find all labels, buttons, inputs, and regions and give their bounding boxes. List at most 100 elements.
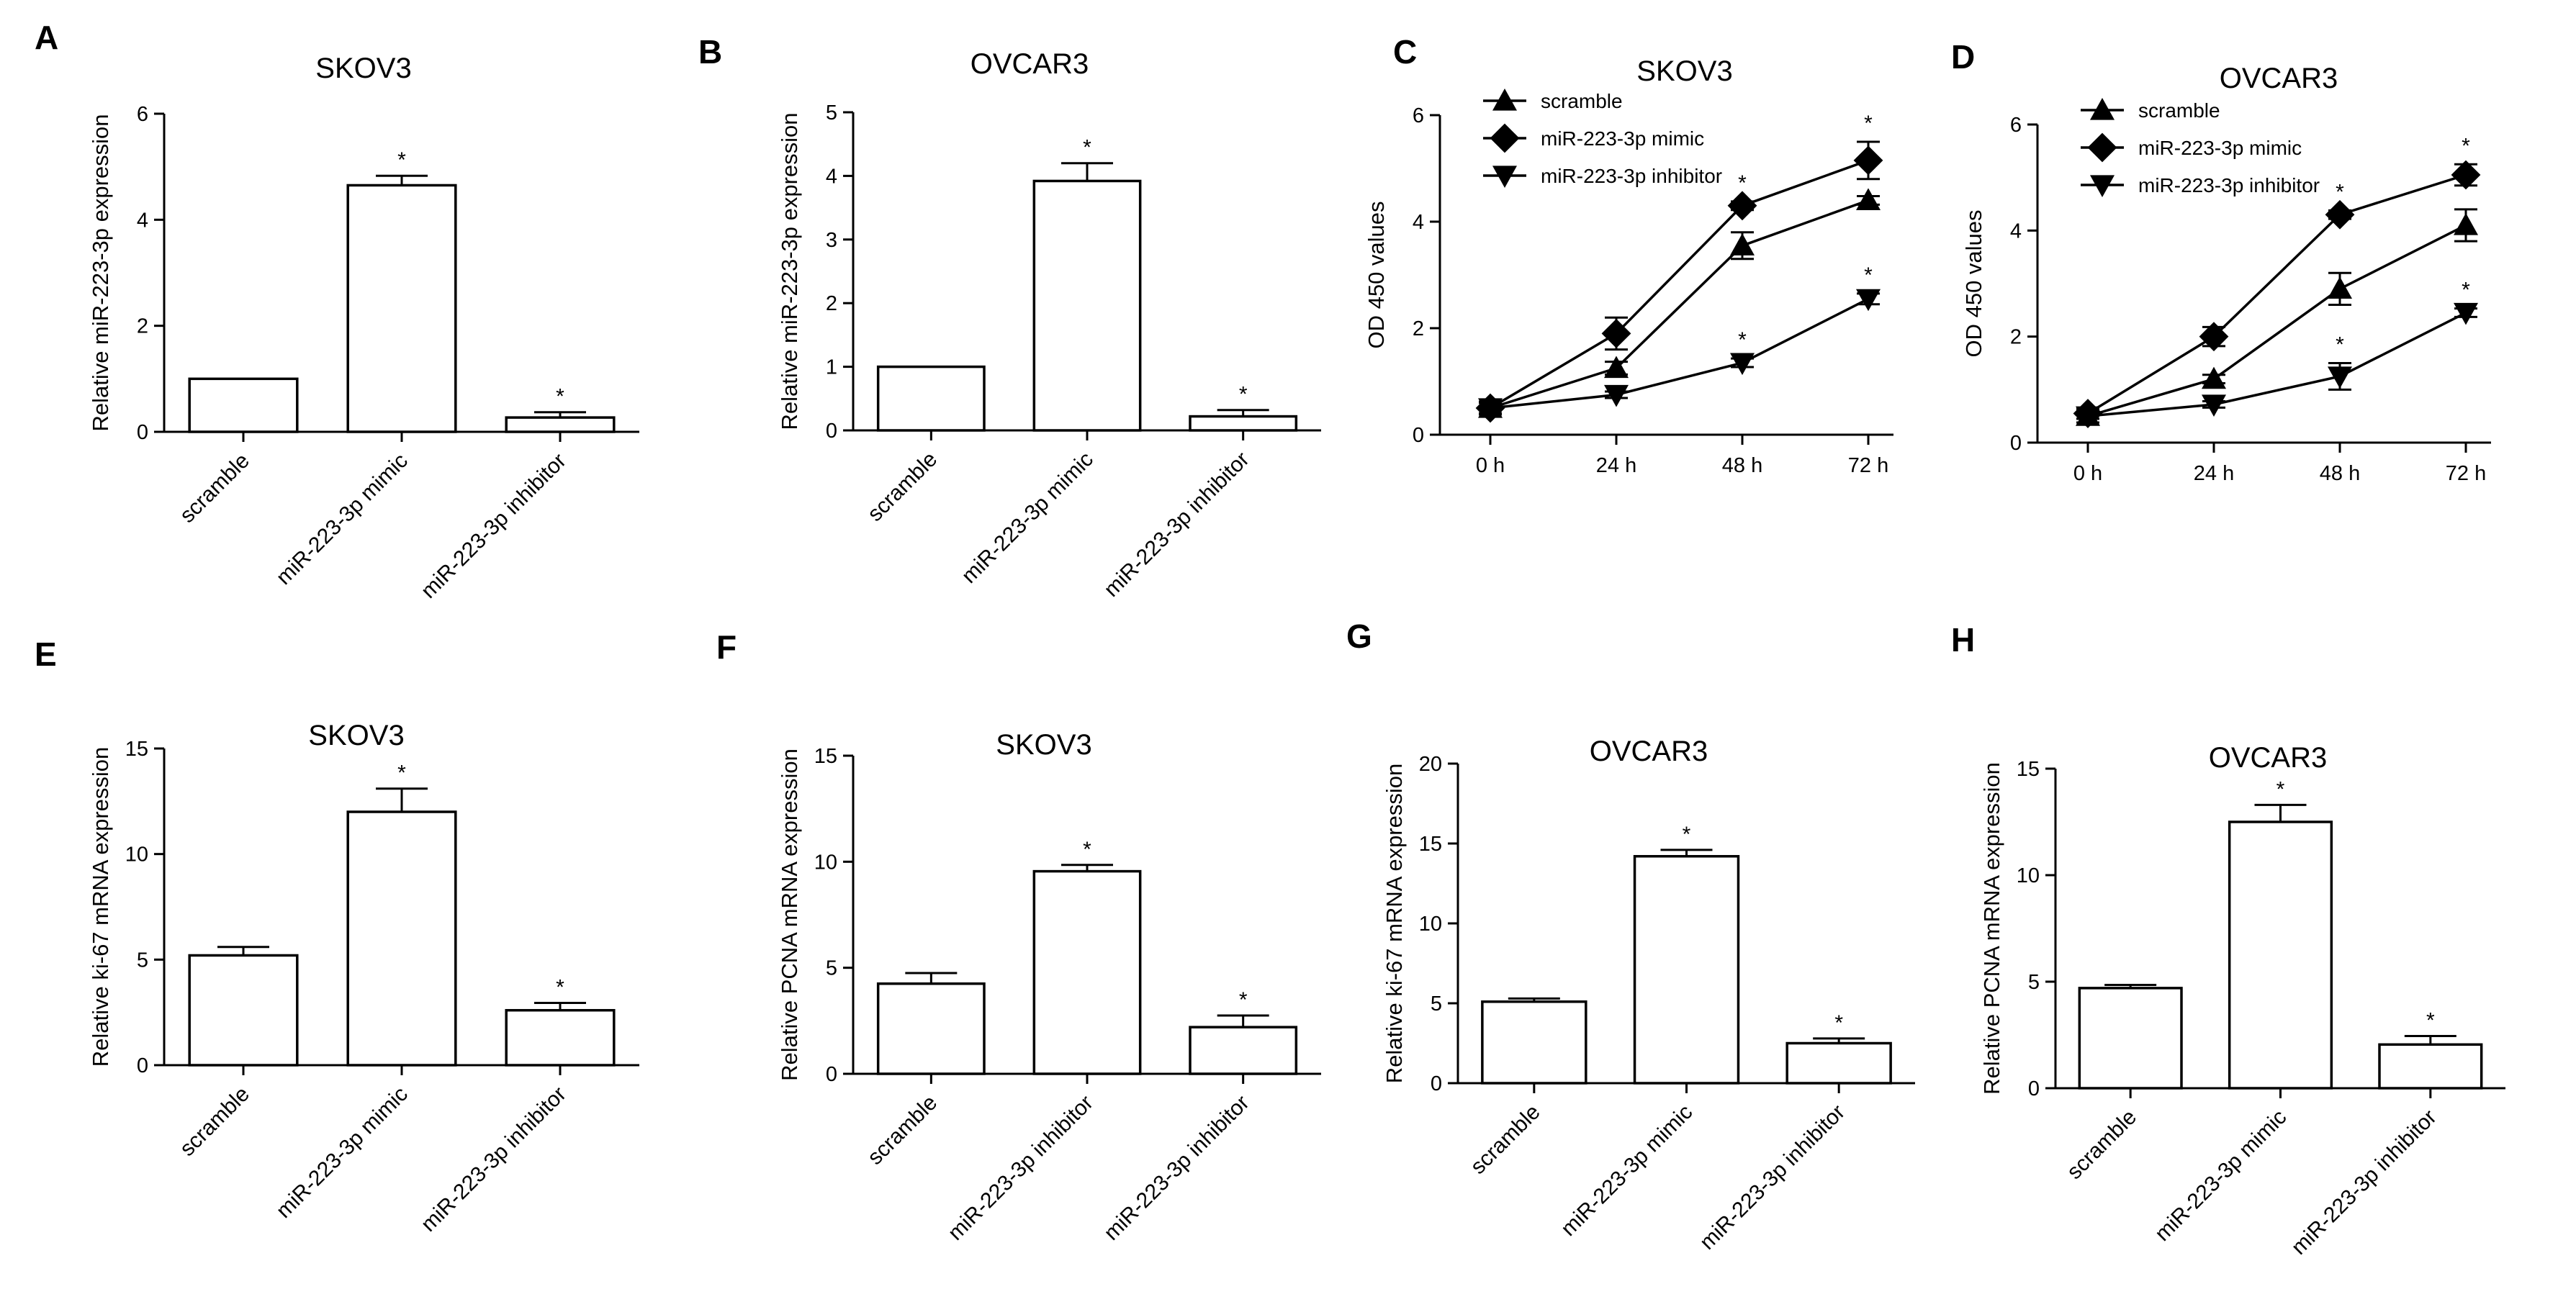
panel-G: G OVCAR3 0 5 10 15 20 Relative ki-67 mRNA expre… bbox=[1346, 618, 1915, 1254]
y-axis-label: Relative PCNA mRNA expression bbox=[1979, 762, 2004, 1095]
significance-star: * bbox=[2336, 333, 2344, 357]
bar bbox=[505, 416, 616, 433]
data-point-triangle-down bbox=[2328, 366, 2352, 389]
y-tick-label: 10 bbox=[125, 843, 148, 867]
panel-E: E SKOV3 0 5 10 15 Relative ki-67 mRNA expressi… bbox=[35, 636, 639, 1236]
y-tick-label: 6 bbox=[1413, 104, 1424, 127]
y-tick-label: 2 bbox=[826, 292, 837, 315]
y-tick-label: 0 bbox=[137, 421, 148, 444]
panel-label: E bbox=[35, 636, 57, 673]
x-tick-label: scramble bbox=[2063, 1105, 2141, 1184]
y-tick-label: 5 bbox=[137, 949, 148, 972]
x-tick-label: miR-223-3p mimic bbox=[272, 449, 413, 589]
x-tick-label: scramble bbox=[176, 449, 254, 528]
significance-star: * bbox=[1864, 112, 1873, 135]
x-tick-label: miR-223-3p inhibitor bbox=[1099, 448, 1253, 602]
y-axis-label: Relative miR-223-3p expression bbox=[777, 112, 802, 430]
significance-star: * bbox=[2276, 777, 2285, 801]
y-tick-label: 15 bbox=[1419, 833, 1442, 856]
x-tick-label: miR-223-3p inhibitor bbox=[944, 1091, 1098, 1245]
data-point-triangle-up bbox=[2328, 276, 2352, 299]
x-tick-label: miR-223-3p inhibitor bbox=[417, 1082, 571, 1236]
y-tick-label: 15 bbox=[2017, 758, 2040, 781]
significance-star: * bbox=[397, 761, 406, 785]
legend-label: scramble bbox=[1541, 90, 1623, 112]
y-tick-label: 4 bbox=[1413, 211, 1424, 234]
x-tick-label: miR-223-3p inhibitor bbox=[1099, 1091, 1253, 1245]
series-triangle-up: scramble bbox=[1478, 89, 1881, 418]
y-tick-label: 2 bbox=[1413, 317, 1424, 340]
data-point-triangle-up bbox=[1604, 356, 1629, 379]
y-tick-label: 0 bbox=[2028, 1077, 2040, 1100]
legend-label: miR-223-3p mimic bbox=[1541, 127, 1704, 150]
data-point-diamond bbox=[2087, 132, 2117, 163]
data-point-triangle-down bbox=[2090, 175, 2115, 197]
bar bbox=[876, 365, 986, 432]
data-point-diamond bbox=[1727, 191, 1757, 221]
y-tick-label: 4 bbox=[826, 165, 837, 188]
y-tick-label: 6 bbox=[137, 103, 148, 126]
x-tick-label: scramble bbox=[863, 1091, 942, 1170]
chart-title: SKOV3 bbox=[308, 720, 404, 751]
panel-label: G bbox=[1346, 618, 1372, 655]
panel-label: C bbox=[1393, 33, 1417, 71]
y-tick-label: 15 bbox=[814, 745, 837, 768]
y-tick-label: 0 bbox=[2010, 432, 2022, 455]
significance-star: * bbox=[2336, 180, 2344, 204]
bar bbox=[346, 184, 457, 433]
legend-label: miR-223-3p mimic bbox=[2138, 137, 2302, 159]
y-tick-label: 2 bbox=[137, 315, 148, 338]
bar bbox=[1633, 855, 1740, 1085]
chart-title: SKOV3 bbox=[315, 53, 411, 84]
y-tick-label: 0 bbox=[1413, 424, 1424, 447]
significance-star: * bbox=[556, 385, 564, 409]
chart-title: OVCAR3 bbox=[2220, 63, 2338, 94]
data-point-diamond bbox=[2325, 199, 2355, 230]
data-point-triangle-down bbox=[1856, 289, 1881, 312]
panel-label: H bbox=[1951, 621, 1975, 659]
significance-star: * bbox=[1834, 1011, 1843, 1035]
y-axis-label: Relative PCNA mRNA expression bbox=[777, 748, 802, 1081]
x-tick-label: 48 h bbox=[2320, 462, 2360, 485]
panel-label: A bbox=[35, 19, 58, 56]
data-point-triangle-down bbox=[2454, 302, 2478, 325]
data-point-triangle-down bbox=[1730, 353, 1755, 376]
data-point-triangle-up bbox=[2454, 212, 2478, 235]
x-tick-label: miR-223-3p inhibitor bbox=[417, 449, 571, 603]
y-tick-label: 5 bbox=[1431, 992, 1442, 1016]
significance-star: * bbox=[1083, 136, 1091, 160]
y-axis-label: Relative ki-67 mRNA expression bbox=[88, 747, 113, 1067]
data-point-triangle-up bbox=[2090, 98, 2115, 120]
data-point-diamond bbox=[1601, 319, 1631, 348]
data-point-triangle-down bbox=[2202, 394, 2226, 417]
chart-title: SKOV3 bbox=[1636, 55, 1732, 87]
y-axis-label: OD 450 values bbox=[1364, 201, 1389, 348]
y-tick-label: 5 bbox=[2028, 971, 2040, 994]
significance-star: * bbox=[1738, 328, 1747, 352]
y-tick-label: 2 bbox=[2010, 326, 2022, 349]
bar bbox=[2078, 987, 2183, 1090]
significance-star: * bbox=[2462, 134, 2470, 158]
series-line bbox=[1490, 159, 1869, 410]
y-axis-label: OD 450 values bbox=[1961, 209, 1986, 357]
data-point-triangle-down bbox=[1478, 398, 1503, 420]
series-triangle-down: * * miR-223-3p inhibitor bbox=[1478, 165, 1881, 420]
significance-star: * bbox=[1239, 988, 1248, 1012]
bar bbox=[1481, 1000, 1588, 1085]
bar bbox=[188, 954, 299, 1067]
series-line bbox=[1490, 199, 1869, 410]
series-diamond: * * miR-223-3p mimic bbox=[1475, 112, 1883, 423]
y-axis-label: Relative miR-223-3p expression bbox=[88, 114, 113, 431]
y-tick-label: 0 bbox=[1431, 1072, 1442, 1095]
significance-star: * bbox=[1683, 823, 1691, 846]
data-point-triangle-up bbox=[1492, 89, 1517, 111]
x-tick-label: 72 h bbox=[1848, 454, 1888, 477]
series-line bbox=[2087, 224, 2467, 417]
panel-H: H OVCAR3 0 5 10 15 Relative PCNA mRNA expressi… bbox=[1951, 621, 2505, 1259]
data-point-triangle-down bbox=[1604, 384, 1629, 407]
data-point-triangle-up bbox=[1730, 233, 1755, 255]
significance-star: * bbox=[2462, 279, 2470, 302]
significance-star: * bbox=[1083, 838, 1091, 861]
series-line bbox=[2087, 311, 2467, 417]
panel-B: B OVCAR3 0 1 2 3 4 5 Relative miR-223-3p express… bbox=[698, 33, 1321, 602]
